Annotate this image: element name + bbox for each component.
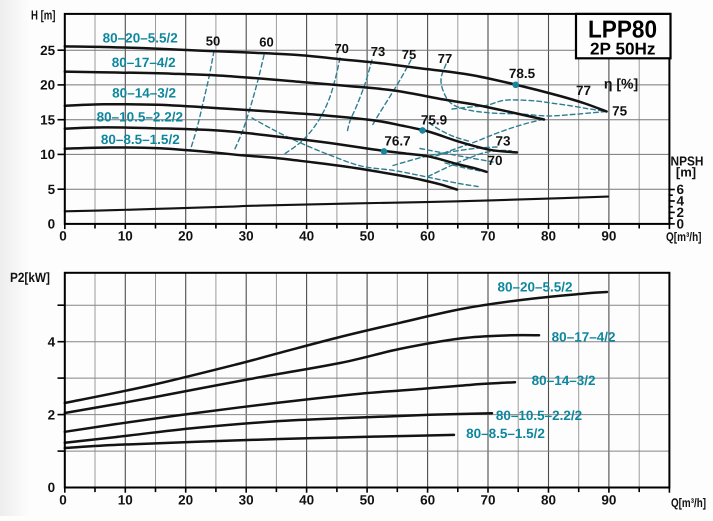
svg-text:2P 50Hz: 2P 50Hz — [590, 39, 656, 58]
svg-text:80–10.5–2.2/2: 80–10.5–2.2/2 — [97, 110, 183, 125]
svg-text:77: 77 — [576, 83, 591, 98]
svg-text:60: 60 — [420, 229, 435, 244]
svg-text:80: 80 — [541, 493, 556, 508]
svg-text:4: 4 — [677, 194, 685, 209]
svg-text:2: 2 — [48, 407, 56, 422]
svg-text:60: 60 — [259, 35, 273, 50]
svg-text:20: 20 — [178, 493, 193, 508]
svg-text:50: 50 — [206, 33, 220, 48]
svg-text:30: 30 — [239, 229, 254, 244]
svg-text:Q[m³/h]: Q[m³/h] — [671, 496, 706, 510]
svg-text:H [m]: H [m] — [31, 7, 56, 22]
svg-text:NPSH: NPSH — [671, 154, 704, 169]
svg-text:60: 60 — [420, 493, 435, 508]
svg-text:73: 73 — [371, 44, 385, 59]
svg-text:40: 40 — [299, 493, 314, 508]
svg-text:80: 80 — [541, 229, 556, 244]
svg-text:90: 90 — [601, 229, 616, 244]
svg-text:78.5: 78.5 — [509, 66, 536, 81]
svg-text:75: 75 — [402, 47, 416, 62]
svg-text:80–20–5.5/2: 80–20–5.5/2 — [103, 31, 178, 46]
svg-text:70: 70 — [487, 153, 502, 168]
svg-text:77: 77 — [438, 51, 452, 66]
svg-text:80–8.5–1.5/2: 80–8.5–1.5/2 — [466, 426, 545, 441]
svg-text:[m]: [m] — [676, 165, 696, 180]
svg-text:40: 40 — [299, 229, 314, 244]
svg-text:80–14–3/2: 80–14–3/2 — [112, 85, 176, 100]
svg-text:15: 15 — [40, 113, 56, 128]
svg-text:80–17–4/2: 80–17–4/2 — [552, 330, 616, 345]
svg-text:80–20–5.5/2: 80–20–5.5/2 — [497, 280, 572, 295]
svg-text:70: 70 — [480, 493, 495, 508]
svg-text:LPP80: LPP80 — [588, 17, 657, 44]
svg-text:Q[m³/h]: Q[m³/h] — [666, 230, 702, 244]
svg-text:0: 0 — [59, 229, 67, 244]
svg-text:80–10.5–2.2/2: 80–10.5–2.2/2 — [496, 408, 582, 423]
svg-text:10: 10 — [40, 147, 55, 162]
svg-text:10: 10 — [118, 493, 133, 508]
svg-text:73: 73 — [495, 134, 511, 149]
svg-text:0: 0 — [677, 217, 685, 232]
svg-text:0: 0 — [48, 217, 56, 232]
svg-text:75.9: 75.9 — [421, 112, 447, 127]
svg-text:4: 4 — [48, 334, 56, 349]
svg-text:5: 5 — [48, 182, 56, 197]
svg-text:25: 25 — [40, 43, 56, 58]
svg-text:50: 50 — [360, 229, 375, 244]
svg-text:70: 70 — [334, 41, 348, 56]
svg-text:75: 75 — [612, 103, 628, 118]
svg-text:30: 30 — [239, 493, 254, 508]
svg-text:80–8.5–1.5/2: 80–8.5–1.5/2 — [101, 132, 180, 147]
svg-text:2: 2 — [677, 205, 685, 220]
svg-text:80–17–4/2: 80–17–4/2 — [112, 55, 176, 70]
svg-text:90: 90 — [601, 493, 616, 508]
svg-text:0: 0 — [59, 493, 67, 508]
svg-text:70: 70 — [480, 229, 495, 244]
svg-text:50: 50 — [360, 493, 375, 508]
svg-text:P2[kW]: P2[kW] — [10, 270, 50, 285]
svg-text:80–14–3/2: 80–14–3/2 — [532, 373, 596, 388]
svg-text:η [%]: η [%] — [604, 76, 638, 92]
svg-text:20: 20 — [178, 229, 193, 244]
svg-text:0: 0 — [48, 480, 56, 495]
svg-text:10: 10 — [118, 229, 133, 244]
svg-text:76.7: 76.7 — [384, 133, 410, 148]
svg-text:20: 20 — [40, 78, 55, 93]
svg-text:6: 6 — [677, 182, 685, 197]
